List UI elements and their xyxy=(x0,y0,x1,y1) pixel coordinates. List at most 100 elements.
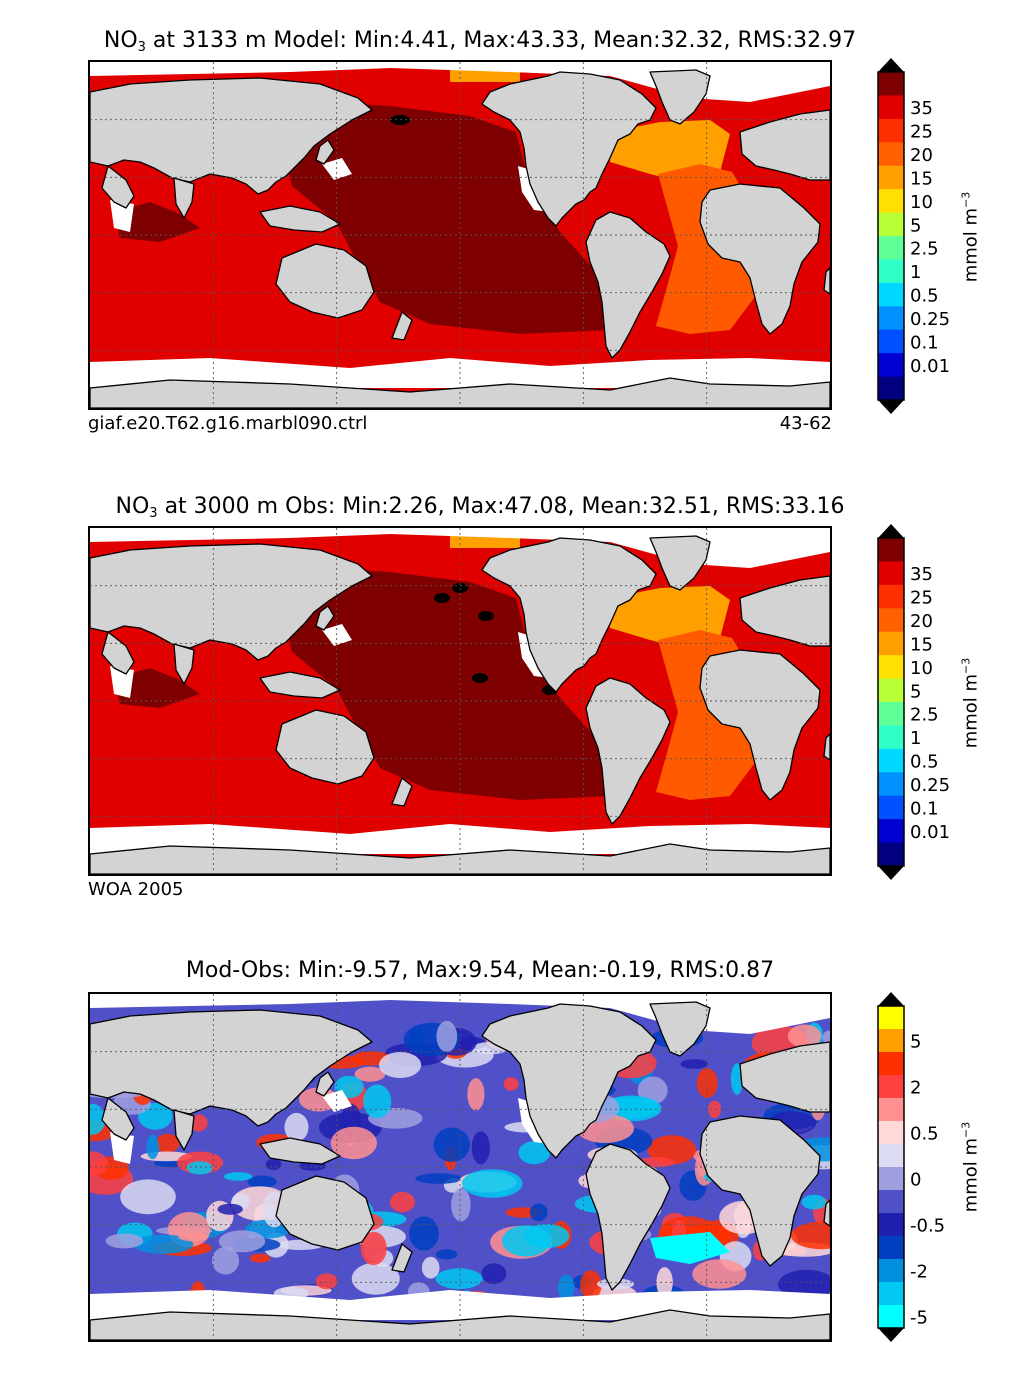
colorbar-tick-label: -5 xyxy=(910,1308,928,1329)
anomaly-patch xyxy=(435,1268,483,1290)
anomaly-patch xyxy=(436,1020,458,1053)
colorbar-tick-label: 0.01 xyxy=(910,822,950,843)
colorbar-swatch xyxy=(878,1305,904,1329)
colorbar-extend-min xyxy=(878,1328,904,1342)
anomaly-patch xyxy=(409,1216,439,1251)
land-mass xyxy=(101,165,135,209)
colorbar-swatch xyxy=(878,725,904,750)
anomaly-patch xyxy=(433,1127,470,1162)
colorbar-swatch xyxy=(878,142,904,167)
colorbar-swatch xyxy=(878,1006,904,1030)
land-mass xyxy=(739,1041,830,1113)
map-diff xyxy=(88,992,832,1342)
anomaly-patch xyxy=(249,1253,271,1263)
colorbar-tick-label: 15 xyxy=(910,634,933,655)
colorbar-swatch xyxy=(878,678,904,703)
colorbar-tick-label: 0.5 xyxy=(910,1124,939,1145)
colorbar-tick-label: -2 xyxy=(910,1262,928,1283)
colorbar-tick-label: 20 xyxy=(910,145,933,166)
anomaly-patch xyxy=(421,1256,440,1279)
title-stats: at 3133 m Model: Min:4.41, Max:43.33, Me… xyxy=(145,28,857,53)
title-subscript: 3 xyxy=(137,40,146,55)
panel-title-obs: NO3 at 3000 m Obs: Min:2.26, Max:47.08, … xyxy=(0,494,960,521)
colorbar-swatch xyxy=(878,165,904,190)
colorbar-extend-min xyxy=(878,866,904,880)
anomaly-patch xyxy=(351,1262,400,1295)
land-mass xyxy=(649,69,711,125)
anomaly-patch xyxy=(471,1131,490,1165)
land-mass xyxy=(259,1137,341,1165)
anomaly-patch xyxy=(647,1135,696,1165)
land-mass xyxy=(823,733,830,761)
land-mass xyxy=(585,1143,671,1291)
land-mass xyxy=(739,575,830,647)
anomaly-patch xyxy=(186,1161,213,1175)
land-mass xyxy=(101,631,135,675)
strong-negative-patch xyxy=(650,1232,730,1264)
no-data-region xyxy=(110,200,134,232)
ocean-indian-north xyxy=(114,202,200,242)
high-value-patch xyxy=(434,593,450,603)
colorbar-tick-label: 10 xyxy=(910,658,933,679)
land-mass xyxy=(259,205,341,233)
colorbar-swatch xyxy=(878,1029,904,1053)
colorbar-tick-label: 5 xyxy=(910,1032,921,1053)
colorbar-swatch xyxy=(878,748,904,773)
colorbar-diff-unit: mmol m−3 xyxy=(959,1121,982,1213)
colorbar-swatch xyxy=(878,1190,904,1214)
colorbar-swatch xyxy=(878,1144,904,1168)
anomaly-patch xyxy=(223,1172,253,1181)
colorbar-tick-label: 0.1 xyxy=(910,332,939,353)
graticule xyxy=(90,62,830,408)
land-masses xyxy=(90,69,830,408)
colorbar-swatch xyxy=(878,631,904,656)
land-mass xyxy=(391,311,413,341)
anomaly-patch xyxy=(105,1233,144,1249)
colorbar-swatch xyxy=(878,1121,904,1145)
colorbar-swatch xyxy=(878,189,904,213)
panel-title-model: NO3 at 3133 m Model: Min:4.41, Max:43.33… xyxy=(0,28,960,55)
colorbar-tick-label: 2 xyxy=(910,1078,921,1099)
land-mass xyxy=(173,1109,195,1151)
anomaly-patch xyxy=(120,1179,176,1215)
colorbar-tick-label: -0.5 xyxy=(910,1216,945,1237)
colorbar-tick-label: 25 xyxy=(910,588,933,609)
colorbar-swatch xyxy=(878,655,904,679)
no-data-region xyxy=(90,994,830,1034)
no-data-region xyxy=(90,62,830,102)
colorbar-tick-label: 0.01 xyxy=(910,356,950,377)
colorbar-swatch xyxy=(878,236,904,260)
land-mass xyxy=(90,543,373,661)
land-mass xyxy=(585,677,671,825)
land-masses xyxy=(90,535,830,874)
colorbar-extend-min xyxy=(878,400,904,414)
land-mass xyxy=(649,1001,711,1057)
map-diff-svg xyxy=(90,994,830,1340)
land-mass xyxy=(585,211,671,359)
colorbar-tick-label: 2.5 xyxy=(910,239,939,260)
anomaly-patch xyxy=(696,1068,718,1098)
anomaly-patch xyxy=(518,1141,551,1165)
colorbar-frame xyxy=(877,537,905,867)
graticule xyxy=(90,528,830,874)
map-obs xyxy=(88,526,832,876)
colorbar-tick-label: 1 xyxy=(910,262,921,283)
anomaly-patch xyxy=(692,1259,747,1289)
anomaly-patch xyxy=(801,1194,827,1210)
land-mass xyxy=(101,1097,135,1141)
colorbar-swatch xyxy=(878,1167,904,1191)
colorbar-tick-label: 0 xyxy=(910,1170,921,1191)
colorbar-swatch xyxy=(878,212,904,237)
anomaly-patch xyxy=(247,1175,277,1188)
colorbar-extend-max xyxy=(878,524,904,538)
colorbar-swatch xyxy=(878,608,904,633)
land-mass xyxy=(275,243,375,319)
land-mass xyxy=(315,1071,335,1097)
anomaly-patch xyxy=(467,1078,485,1111)
colorbar-swatch xyxy=(878,584,904,609)
anomaly-patch xyxy=(354,1066,386,1082)
anomaly-patch xyxy=(481,1263,507,1284)
anomaly-patch xyxy=(90,1103,106,1135)
land-mass xyxy=(823,1199,830,1227)
land-mass xyxy=(259,671,341,699)
